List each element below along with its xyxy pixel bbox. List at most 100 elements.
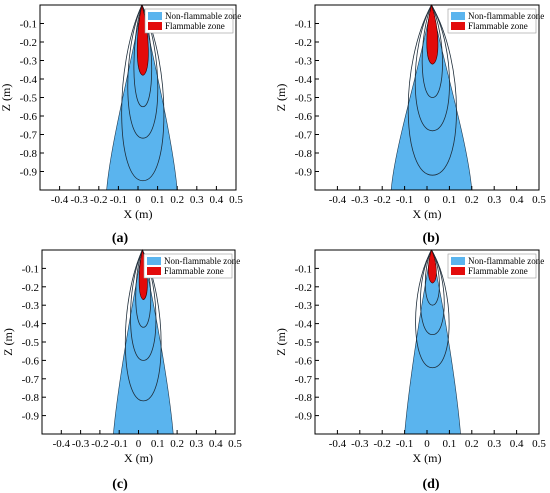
legend-swatch	[451, 12, 465, 20]
legend-swatch	[451, 22, 465, 30]
y-tick-label: -0.9	[295, 167, 313, 179]
x-tick-label: 0.2	[465, 438, 479, 450]
legend-swatch	[451, 267, 465, 275]
legend-label: Non-flammable zone	[468, 11, 544, 21]
panel-caption: (d)	[422, 477, 439, 492]
x-tick-label: -0.4	[51, 194, 69, 206]
x-tick-label: 0.1	[443, 438, 457, 450]
y-tick-label: -0.1	[295, 19, 312, 31]
x-tick-label: 0.5	[532, 194, 546, 206]
panel-caption: (a)	[112, 231, 129, 246]
y-tick-label: -0.3	[20, 56, 38, 68]
x-tick-label: 0.1	[443, 194, 457, 206]
y-tick-label: -0.2	[22, 282, 39, 294]
legend-label: Flammable zone	[468, 21, 528, 31]
legend-swatch	[147, 257, 161, 265]
y-tick-label: -0.1	[22, 263, 39, 275]
x-tick-label: -0.1	[110, 194, 127, 206]
x-tick-label: 0.2	[170, 438, 184, 450]
flammable-zone	[428, 249, 437, 284]
x-tick-label: 0.3	[487, 438, 501, 450]
y-tick-label: -0.1	[20, 19, 37, 31]
y-tick-label: -0.6	[295, 111, 313, 123]
x-tick-label: 0.5	[229, 194, 243, 206]
x-tick-label: -0.3	[70, 194, 88, 206]
x-tick-label: 0.3	[487, 194, 501, 206]
y-axis-label: Z (m)	[274, 328, 288, 356]
x-tick-label: 0.2	[465, 194, 479, 206]
x-tick-label: -0.1	[396, 194, 413, 206]
legend-label: Flammable zone	[164, 266, 224, 276]
x-tick-label: 0.4	[510, 194, 524, 206]
y-tick-label: -0.6	[295, 355, 313, 367]
y-tick-label: -0.5	[20, 93, 38, 105]
y-tick-label: -0.8	[20, 148, 38, 160]
contour-line	[424, 250, 440, 306]
legend-swatch	[147, 267, 161, 275]
y-tick-label: -0.6	[22, 355, 40, 367]
x-tick-label: 0.5	[532, 438, 546, 450]
contour-line	[415, 250, 450, 369]
y-axis-label: Z (m)	[274, 84, 288, 112]
contour-line	[130, 250, 157, 361]
y-tick-label: -0.4	[295, 319, 313, 331]
y-tick-label: -0.5	[295, 93, 313, 105]
x-tick-label: -0.1	[110, 438, 127, 450]
contour-line	[127, 5, 159, 139]
y-axis-label: Z (m)	[0, 84, 13, 112]
y-tick-label: -0.7	[22, 374, 40, 386]
x-tick-label: 0.5	[228, 438, 242, 450]
legend-label: Flammable zone	[165, 21, 225, 31]
legend-label: Flammable zone	[468, 266, 528, 276]
x-tick-label: -0.3	[351, 438, 369, 450]
y-tick-label: -0.8	[22, 392, 40, 404]
y-tick-label: -0.1	[295, 263, 312, 275]
x-tick-label: -0.1	[396, 438, 413, 450]
y-tick-label: -0.3	[295, 56, 313, 68]
x-axis-label: X (m)	[124, 451, 153, 465]
y-tick-label: -0.9	[20, 167, 38, 179]
panel-caption: (b)	[422, 231, 439, 246]
y-tick-label: -0.5	[22, 337, 40, 349]
x-tick-label: -0.4	[53, 438, 71, 450]
contour-line	[135, 250, 152, 328]
y-tick-label: -0.3	[22, 300, 40, 312]
x-tick-label: 0.2	[170, 194, 184, 206]
panel-a: -0.1-0.2-0.3-0.4-0.5-0.6-0.7-0.8-0.9-0.4…	[0, 4, 243, 221]
x-tick-label: -0.3	[351, 194, 369, 206]
y-tick-label: -0.2	[295, 282, 312, 294]
flammable-zone	[426, 3, 439, 65]
non-flammable-zone	[106, 5, 178, 190]
x-tick-label: 0.3	[190, 438, 204, 450]
y-tick-label: -0.3	[295, 300, 313, 312]
legend-swatch	[148, 22, 162, 30]
y-tick-label: -0.7	[295, 374, 313, 386]
x-tick-label: 0.4	[510, 438, 524, 450]
y-tick-label: -0.9	[22, 411, 40, 423]
y-tick-label: -0.4	[295, 74, 313, 86]
legend-swatch	[451, 257, 465, 265]
legend-label: Non-flammable zone	[468, 256, 544, 266]
y-tick-label: -0.7	[295, 130, 313, 142]
y-tick-label: -0.5	[295, 337, 313, 349]
x-tick-label: 0	[135, 194, 141, 206]
y-tick-label: -0.2	[20, 37, 37, 49]
legend-swatch	[148, 12, 162, 20]
y-tick-label: -0.6	[20, 111, 38, 123]
contour-line	[421, 5, 443, 98]
x-tick-label: -0.2	[373, 194, 390, 206]
x-tick-label: -0.3	[72, 438, 90, 450]
y-tick-label: -0.7	[20, 130, 38, 142]
contour-line	[121, 5, 165, 182]
x-tick-label: 0	[424, 194, 430, 206]
x-tick-label: 0.4	[209, 438, 223, 450]
y-tick-label: -0.9	[295, 411, 313, 423]
contour-line	[407, 5, 457, 176]
x-tick-label: 0.3	[190, 194, 204, 206]
legend-label: Non-flammable zone	[165, 11, 241, 21]
x-tick-label: 0.4	[210, 194, 224, 206]
y-tick-label: -0.4	[22, 319, 40, 331]
